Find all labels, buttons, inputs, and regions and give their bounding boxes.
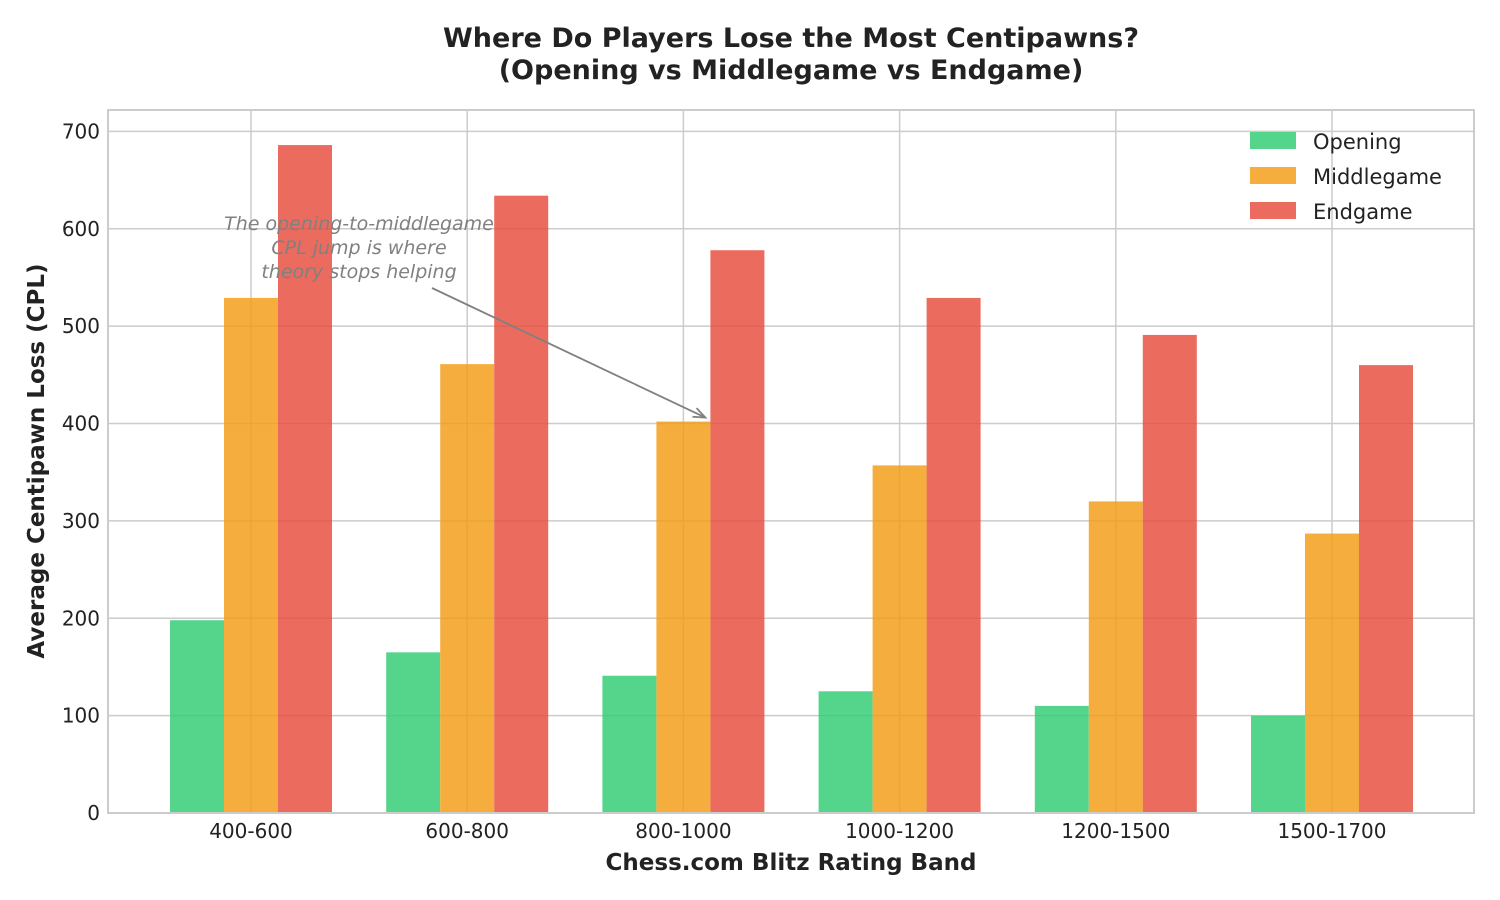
y-axis-label: Average Centipawn Loss (CPL) bbox=[24, 263, 50, 658]
bar-opening-800-1000 bbox=[602, 675, 657, 813]
x-tick-label: 1500-1700 bbox=[1277, 819, 1386, 843]
y-tick-label: 200 bbox=[62, 606, 100, 630]
x-axis-label: Chess.com Blitz Rating Band bbox=[606, 850, 977, 876]
y-tick-label: 400 bbox=[62, 412, 100, 436]
annotation-text-line: CPL jump is where bbox=[271, 237, 446, 259]
legend-swatch-middlegame bbox=[1250, 167, 1296, 184]
legend: Opening Middlegame Endgame bbox=[1250, 130, 1442, 224]
legend-swatch-endgame bbox=[1250, 202, 1296, 219]
legend-label-endgame: Endgame bbox=[1313, 200, 1412, 224]
bar-endgame-1200-1500 bbox=[1142, 334, 1197, 813]
y-axis-ticks: 0 100 200 300 400 500 600 700 bbox=[62, 119, 100, 825]
bar-opening-400-600 bbox=[170, 620, 224, 813]
annotation-text-line: The opening-to-middlegame bbox=[224, 213, 494, 235]
x-tick-label: 1000-1200 bbox=[845, 819, 954, 843]
annotation-arrowhead bbox=[692, 407, 708, 419]
y-tick-label: 0 bbox=[87, 801, 100, 825]
y-tick-label: 100 bbox=[62, 704, 100, 728]
x-axis-ticks: 400-600 600-800 800-1000 1000-1200 1200-1500… bbox=[209, 819, 1386, 843]
bar-opening-600-800 bbox=[386, 652, 441, 813]
legend-swatch-opening bbox=[1250, 132, 1296, 149]
legend-label-opening: Opening bbox=[1313, 130, 1402, 154]
x-tick-label: 600-800 bbox=[425, 819, 509, 843]
bar-endgame-600-800 bbox=[494, 195, 549, 813]
x-tick-label: 1200-1500 bbox=[1061, 819, 1170, 843]
bar-endgame-1000-1200 bbox=[926, 297, 981, 814]
plot-frame bbox=[107, 109, 1475, 814]
x-tick-label: 400-600 bbox=[209, 819, 293, 843]
bar-middlegame-600-800 bbox=[440, 364, 495, 813]
y-tick-label: 500 bbox=[62, 314, 100, 338]
bar-middlegame-1200-1500 bbox=[1088, 501, 1143, 813]
bar-middlegame-1500-1700 bbox=[1305, 533, 1359, 813]
bar-middlegame-800-1000 bbox=[656, 421, 711, 813]
legend-label-middlegame: Middlegame bbox=[1313, 165, 1442, 189]
chart-title-line-2: (Opening vs Middlegame vs Endgame) bbox=[499, 55, 1084, 86]
chart-title-line-1: Where Do Players Lose the Most Centipawn… bbox=[443, 23, 1139, 54]
bar-middlegame-1000-1200 bbox=[872, 465, 927, 813]
bar-opening-1000-1200 bbox=[818, 691, 873, 813]
y-tick-label: 600 bbox=[62, 217, 100, 241]
annotation-arrow bbox=[431, 287, 706, 419]
annotation-text-line: theory stops helping bbox=[261, 261, 456, 283]
y-tick-label: 300 bbox=[62, 509, 100, 533]
bar-opening-1200-1500 bbox=[1034, 705, 1089, 813]
y-tick-label: 700 bbox=[62, 119, 100, 143]
bars bbox=[170, 145, 1413, 814]
x-tick-label: 800-1000 bbox=[635, 819, 731, 843]
bar-opening-1500-1700 bbox=[1251, 715, 1305, 813]
bar-middlegame-400-600 bbox=[224, 297, 278, 814]
bar-endgame-1500-1700 bbox=[1359, 365, 1413, 813]
bar-endgame-400-600 bbox=[278, 145, 332, 814]
bar-endgame-800-1000 bbox=[710, 250, 765, 814]
